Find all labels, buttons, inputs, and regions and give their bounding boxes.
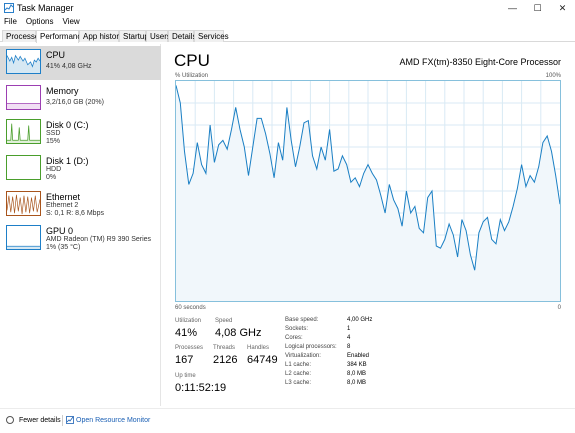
title-bar: Task Manager — ☐ ✕ [0,0,575,16]
disk-0-name: Disk 0 (C:) [46,120,89,130]
disk-0-usage: 15% [46,138,61,145]
tab-details[interactable]: Details [168,30,196,42]
spec-virtualization-label: Virtualization: [285,353,321,359]
ethernet-thumbnail [6,191,41,216]
menu-file[interactable]: File [4,17,17,26]
resource-memory[interactable]: Memory 3,2/16,0 GB (20%) [0,82,161,116]
spec-virtualization-value: Enabled [347,353,370,359]
tab-bar: Processes Performance App history Startu… [0,30,575,43]
handles-label: Handles [247,345,270,351]
minimize-button[interactable]: — [508,3,517,13]
resource-monitor-icon[interactable] [66,416,74,424]
handles-value: 64749 [247,354,278,366]
footer-bar: Fewer details Open Resource Monitor [0,408,575,433]
processor-model: AMD FX(tm)-8350 Eight-Core Processor [399,57,561,67]
spec-l1-value: 384 KB [347,362,367,368]
tab-users[interactable]: Users [146,30,171,42]
spec-l1-label: L1 cache: [285,362,312,368]
disk-0-type: SSD [46,130,61,137]
page-title: CPU [174,51,210,70]
cpu-graph-svg [176,81,560,301]
close-button[interactable]: ✕ [558,2,567,13]
fewer-details-link[interactable]: Fewer details [19,417,61,424]
tab-processes[interactable]: Processes [2,30,43,42]
spec-l3-value: 8,0 MB [347,380,367,386]
task-manager-icon [4,3,14,13]
memory-thumbnail [6,85,41,110]
spec-logical-label: Logical processors: [285,344,337,350]
memory-summary: 3,2/16,0 GB (20%) [46,99,104,106]
disk-1-type: HDD [46,166,62,173]
gpu-thumbnail [6,225,41,250]
tab-startup[interactable]: Startup [119,30,149,42]
cpu-utilization-graph [175,80,561,302]
disk-1-thumbnail [6,155,41,180]
disk-1-name: Disk 1 (D:) [46,156,89,166]
resource-disk-0[interactable]: Disk 0 (C:) SSD 15% [0,116,161,150]
tab-performance[interactable]: Performance [36,30,86,43]
spec-cores-label: Cores: [285,335,303,341]
cpu-detail-panel: CPU AMD FX(tm)-8350 Eight-Core Processor… [161,44,575,406]
ethernet-throughput: S: 0,1 R: 8,6 Mbps [46,210,104,217]
collapse-chevron-icon[interactable] [6,416,14,424]
cpu-name: CPU [46,50,66,60]
spec-cores-value: 4 [347,335,351,341]
utilization-axis-label: % Utilization [175,73,209,79]
ethernet-adapter: Ethernet 2 [46,202,79,209]
window-title: Task Manager [17,3,74,13]
min-percent-label: 0 [557,305,561,311]
cpu-usage-line [176,85,560,271]
spec-sockets-label: Sockets: [285,326,309,332]
gpu-model: AMD Radeon (TM) R9 390 Series [46,236,152,243]
utilization-label: Utilization [175,318,202,324]
spec-base-speed-label: Base speed: [285,317,319,323]
spec-base-speed-value: 4,00 GHz [347,317,373,323]
resource-cpu[interactable]: CPU 41% 4,08 GHz [0,46,161,80]
menu-bar: File Options View [0,17,575,28]
cpu-summary: 41% 4,08 GHz [46,63,92,70]
gpu-usage: 1% (35 °C) [46,244,81,251]
menu-view[interactable]: View [62,17,80,26]
uptime-value: 0:11:52:19 [175,382,227,394]
spec-l2-value: 8,0 MB [347,371,367,377]
tab-services[interactable]: Services [194,30,229,42]
memory-name: Memory [46,86,79,96]
spec-logical-value: 8 [347,344,351,350]
resource-gpu[interactable]: GPU 0 AMD Radeon (TM) R9 390 Series 1% (… [0,222,161,256]
disk-1-usage: 0% [46,174,57,181]
maximize-button[interactable]: ☐ [533,2,542,13]
uptime-label: Up time [175,373,196,379]
menu-options[interactable]: Options [25,17,54,26]
disk-0-thumbnail [6,119,41,144]
open-resource-monitor-link[interactable]: Open Resource Monitor [76,417,151,424]
ethernet-name: Ethernet [46,192,81,202]
resource-disk-1[interactable]: Disk 1 (D:) HDD 0% [0,152,161,186]
threads-label: Threads [213,345,236,351]
processes-value: 167 [175,354,194,366]
utilization-value: 41% [175,327,198,339]
cpu-usage-area [176,85,560,301]
threads-value: 2126 [213,354,238,366]
gpu-name: GPU 0 [46,226,74,236]
tab-app-history[interactable]: App history [79,30,123,42]
spec-l2-label: L2 cache: [285,371,312,377]
cpu-thumbnail [6,49,41,74]
speed-value: 4,08 GHz [215,327,262,339]
spec-sockets-value: 1 [347,326,351,332]
speed-label: Speed [215,318,233,324]
footer-divider [62,415,63,426]
processes-label: Processes [175,345,204,351]
spec-l3-label: L3 cache: [285,380,312,386]
resource-list: CPU 41% 4,08 GHz Memory 3,2/16,0 GB (20%… [0,44,161,406]
resource-ethernet[interactable]: Ethernet Ethernet 2 S: 0,1 R: 8,6 Mbps [0,188,161,222]
time-axis-label: 60 seconds [175,305,206,311]
max-percent-label: 100% [545,73,561,79]
